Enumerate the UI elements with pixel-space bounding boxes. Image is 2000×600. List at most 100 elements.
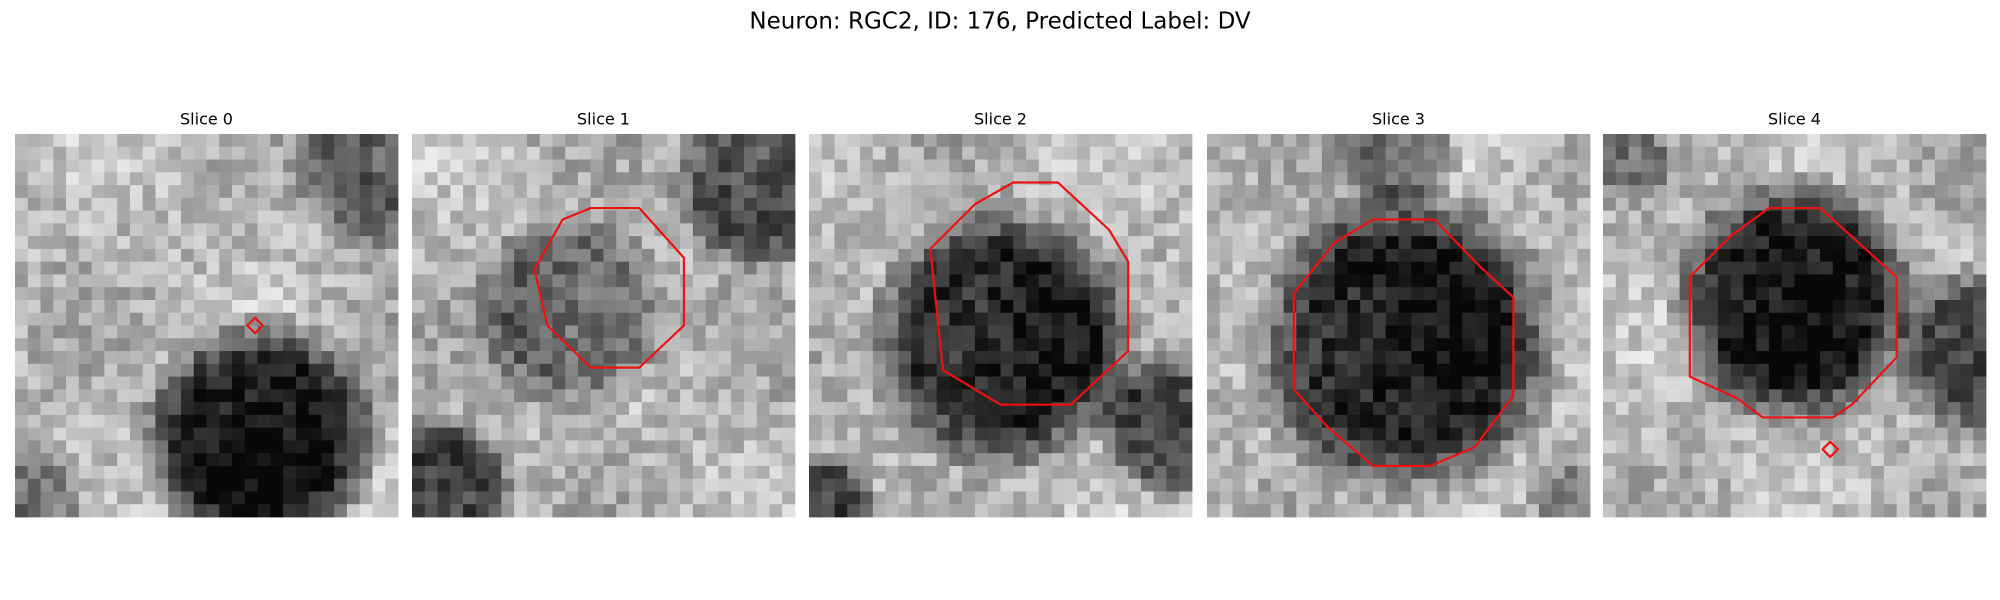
image-pixel <box>936 312 950 326</box>
image-pixel <box>987 427 1001 441</box>
image-pixel <box>1270 261 1284 275</box>
image-pixel <box>1666 363 1680 377</box>
image-pixel <box>1947 312 1961 326</box>
image-pixel <box>1781 299 1795 314</box>
image-pixel <box>923 197 938 211</box>
image-pixel <box>1219 261 1233 275</box>
image-pixel <box>590 261 604 275</box>
image-pixel <box>526 363 541 377</box>
image-pixel <box>1026 440 1040 454</box>
image-pixel <box>1038 185 1052 199</box>
image-pixel <box>923 363 938 377</box>
image-pixel <box>53 312 67 326</box>
image-pixel <box>1334 465 1348 480</box>
image-pixel <box>705 210 719 224</box>
image-pixel <box>1102 465 1116 480</box>
image-pixel <box>1845 414 1859 429</box>
image-pixel <box>1794 248 1808 263</box>
image-pixel <box>1245 261 1259 275</box>
image-pixel <box>1128 236 1142 250</box>
image-pixel <box>206 389 220 403</box>
image-pixel <box>321 197 335 211</box>
image-pixel <box>270 465 284 480</box>
image-pixel <box>821 312 835 326</box>
image-pixel <box>809 440 823 454</box>
image-pixel <box>1296 261 1310 275</box>
image-pixel <box>692 312 707 326</box>
image-pixel <box>424 351 438 365</box>
image-pixel <box>1743 351 1757 365</box>
image-pixel <box>424 465 438 480</box>
image-pixel <box>385 299 399 314</box>
image-pixel <box>1641 274 1655 288</box>
image-pixel <box>731 338 745 352</box>
image-pixel <box>1768 134 1783 148</box>
image-pixel <box>1360 427 1374 441</box>
image-pixel <box>1309 453 1323 467</box>
image-pixel <box>1258 223 1272 237</box>
image-pixel <box>743 427 758 441</box>
image-pixel <box>1153 312 1167 326</box>
image-pixel <box>565 440 579 454</box>
image-pixel <box>1153 504 1167 518</box>
image-pixel <box>1973 312 1987 326</box>
image-pixel <box>1705 299 1719 314</box>
image-pixel <box>552 389 566 403</box>
image-pixel <box>1807 325 1821 339</box>
image-pixel <box>885 274 899 288</box>
image-pixel <box>424 197 438 211</box>
image-pixel <box>1411 376 1425 390</box>
image-pixel <box>629 185 643 199</box>
image-pixel <box>1385 172 1399 186</box>
image-pixel <box>219 427 233 441</box>
image-pixel <box>782 414 796 429</box>
image-pixel <box>1551 261 1565 275</box>
image-pixel <box>743 261 758 275</box>
image-pixel <box>949 453 963 467</box>
image-pixel <box>1692 287 1706 301</box>
image-pixel <box>872 146 886 160</box>
image-pixel <box>1424 287 1438 301</box>
image-pixel <box>78 414 92 429</box>
image-pixel <box>1705 491 1719 505</box>
image-pixel <box>1436 159 1450 173</box>
image-pixel <box>270 210 284 224</box>
image-pixel <box>1270 376 1284 390</box>
image-pixel <box>641 504 655 518</box>
image-pixel <box>809 402 823 416</box>
image-pixel <box>437 287 451 301</box>
image-pixel <box>526 338 541 352</box>
image-pixel <box>629 478 643 492</box>
image-pixel <box>1487 248 1502 263</box>
image-pixel <box>1232 248 1246 263</box>
image-pixel <box>1883 134 1898 148</box>
image-pixel <box>1832 312 1846 326</box>
image-pixel <box>270 287 284 301</box>
image-pixel <box>1283 427 1297 441</box>
image-pixel <box>743 453 758 467</box>
image-pixel <box>155 261 169 275</box>
image-pixel <box>66 453 80 467</box>
image-pixel <box>1526 414 1540 429</box>
image-pixel <box>834 159 848 173</box>
image-pixel <box>1372 261 1387 275</box>
image-pixel <box>1207 172 1221 186</box>
image-pixel <box>1026 376 1040 390</box>
image-pixel <box>1679 453 1693 467</box>
image-pixel <box>1153 338 1167 352</box>
image-pixel <box>244 338 258 352</box>
image-pixel <box>949 134 963 148</box>
image-pixel <box>1309 414 1323 429</box>
image-pixel <box>1743 376 1757 390</box>
image-pixel <box>654 465 668 480</box>
image-pixel <box>1717 261 1732 275</box>
image-pixel <box>756 389 770 403</box>
image-pixel <box>40 338 54 352</box>
image-pixel <box>552 185 566 199</box>
image-pixel <box>53 389 67 403</box>
image-pixel <box>155 146 169 160</box>
image-pixel <box>1909 363 1923 377</box>
image-pixel <box>1487 210 1502 224</box>
image-pixel <box>1051 261 1065 275</box>
image-pixel <box>1102 274 1116 288</box>
